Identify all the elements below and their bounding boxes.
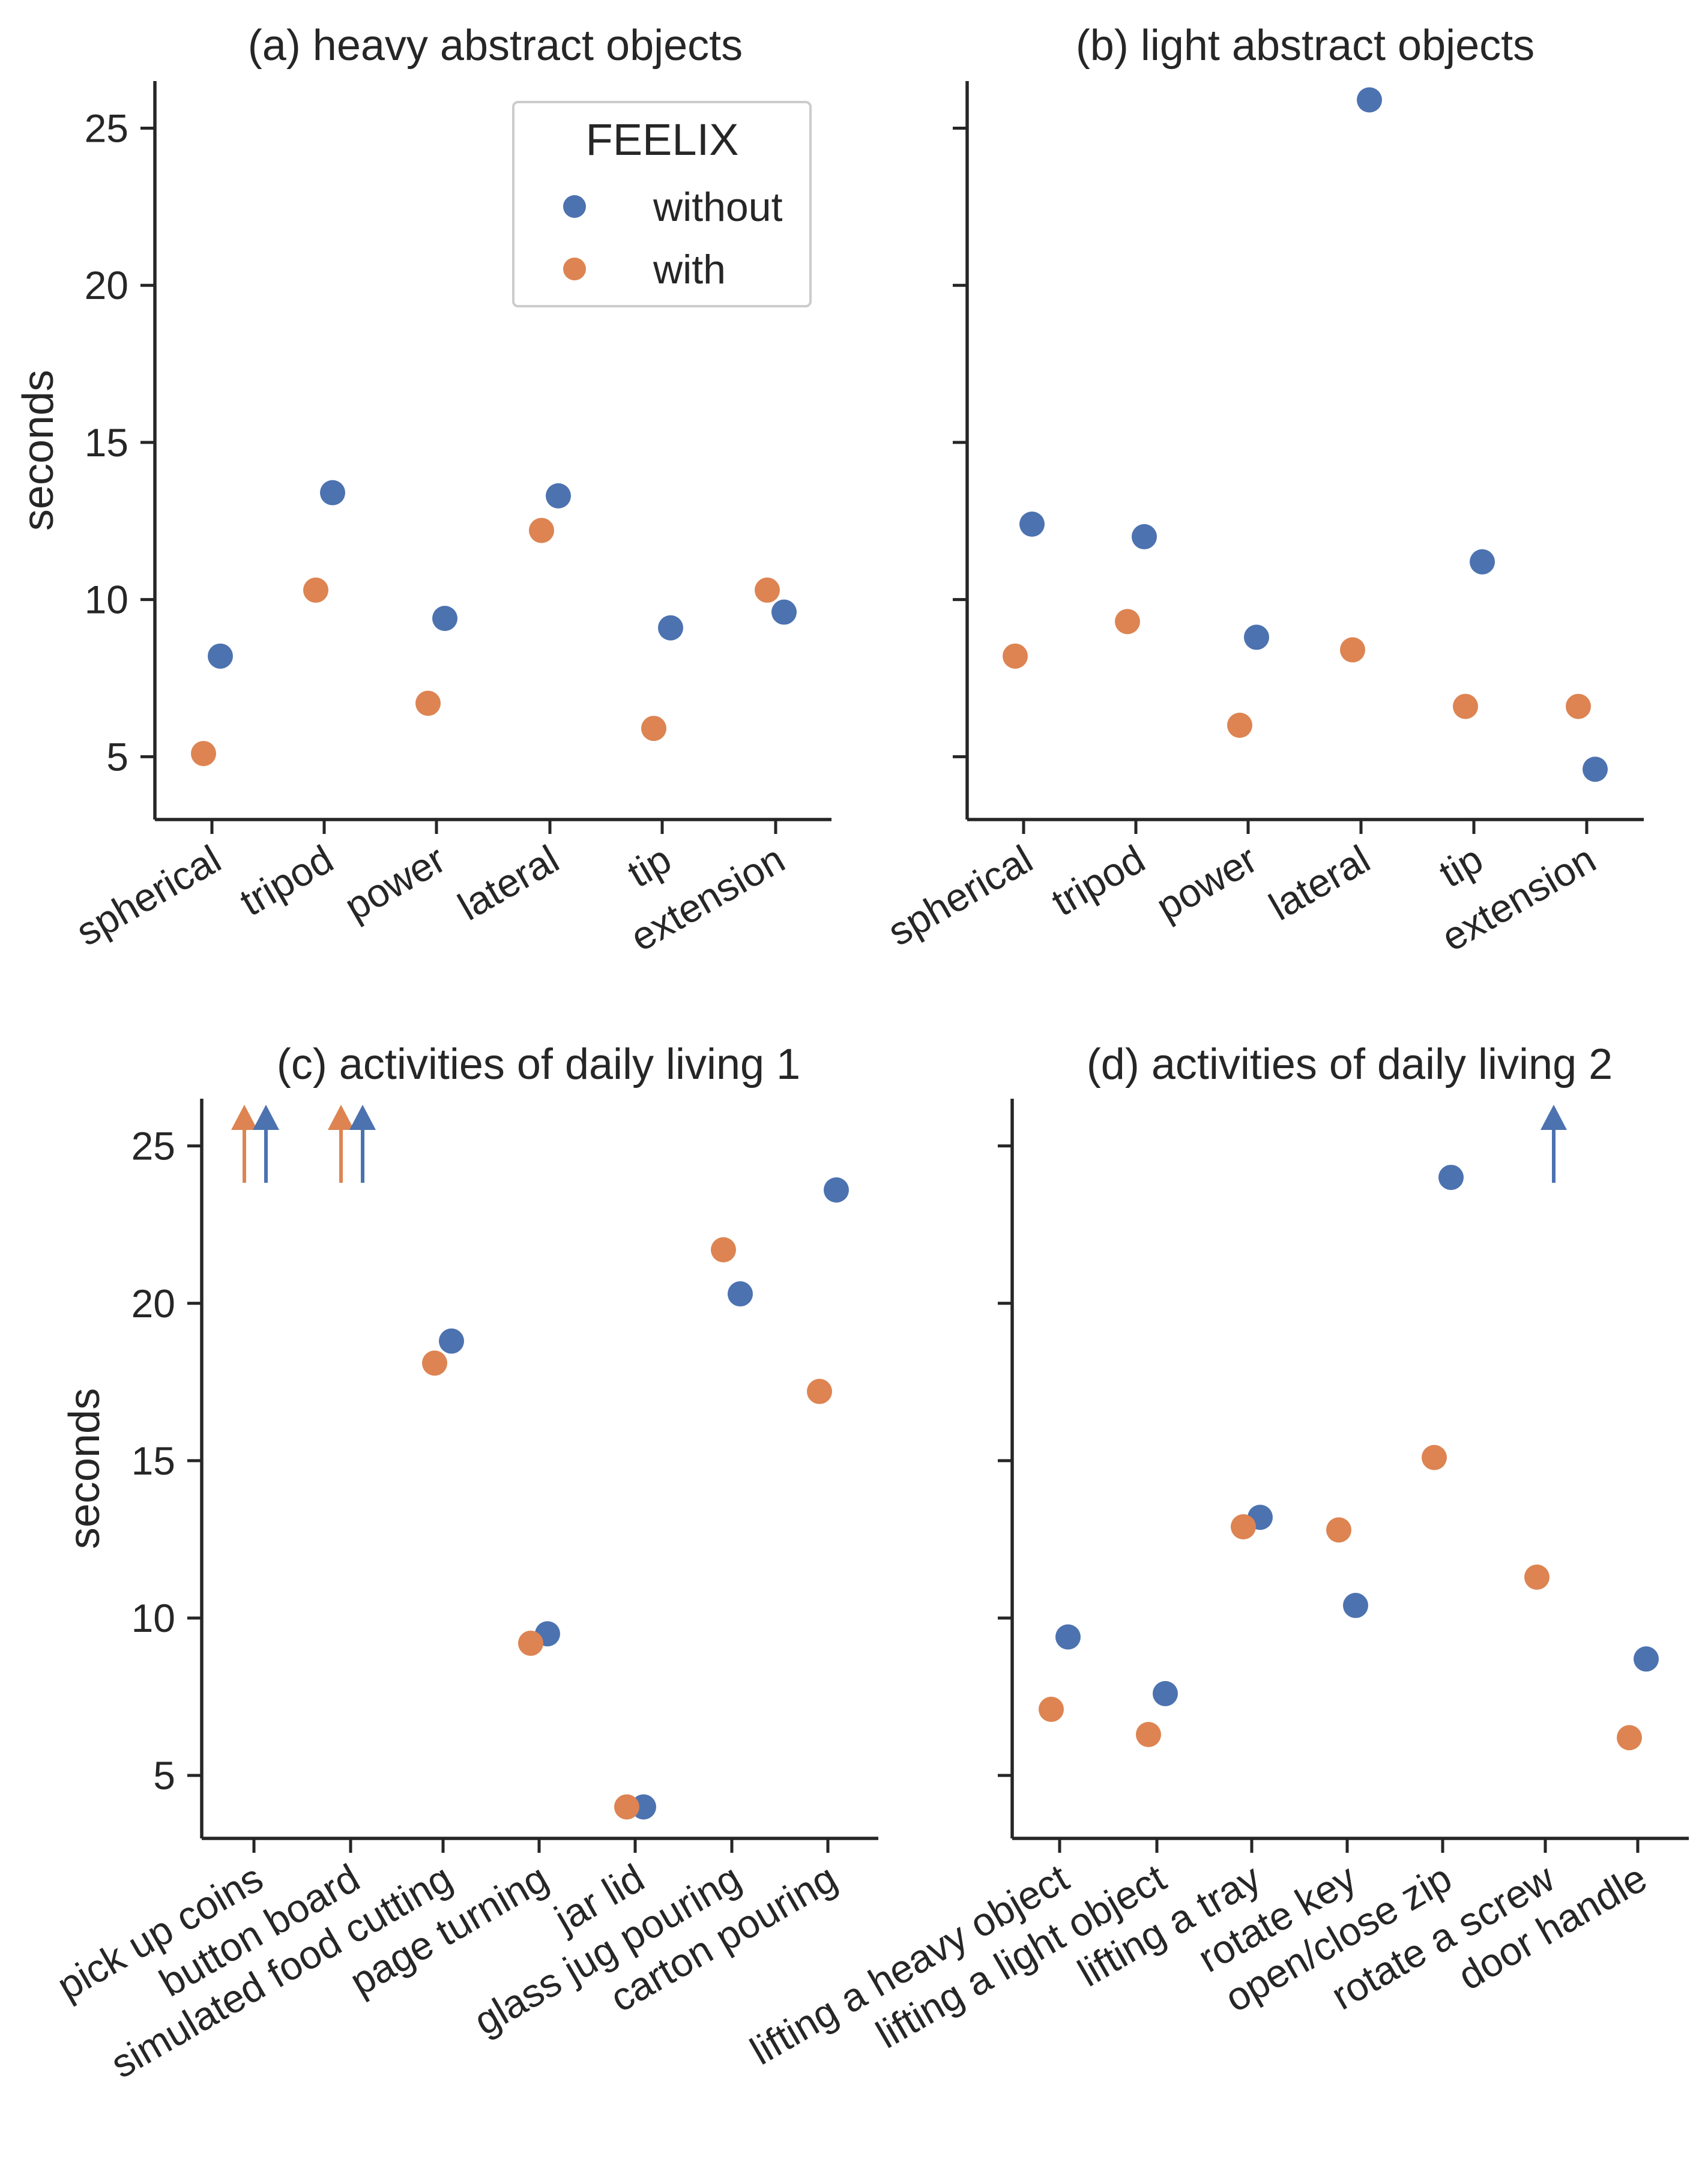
legend-box	[512, 101, 812, 307]
x-tick-label-power: power	[1148, 836, 1264, 929]
point-with-power	[415, 690, 441, 716]
point-without-tripod	[320, 480, 345, 506]
legend-marker-without	[563, 195, 586, 218]
point-with-lifting-a-heavy-object	[1039, 1697, 1064, 1723]
legend-title: FEELIX	[586, 115, 739, 165]
y-tick-label: 5	[106, 734, 128, 779]
point-without-carton-pouring	[824, 1177, 849, 1203]
point-with-simulated-food-cutting	[422, 1350, 447, 1376]
point-with-tip	[641, 716, 666, 741]
point-with-tip	[1453, 693, 1478, 719]
point-with-lifting-a-tray	[1231, 1514, 1256, 1539]
x-tick-label-tip: tip	[620, 836, 678, 896]
panel-title: (b) light abstract objects	[1076, 22, 1534, 70]
x-tick-label-lateral: lateral	[1261, 836, 1377, 929]
panel-title: (a) heavy abstract objects	[248, 22, 743, 70]
point-with-spherical	[1003, 643, 1028, 669]
x-tick-label-spherical: spherical	[880, 836, 1040, 954]
arrow-head	[253, 1105, 279, 1130]
off-scale-arrow-with-pick-up-coins	[231, 1105, 258, 1183]
point-with-extension	[1566, 693, 1591, 719]
point-without-extension	[771, 599, 797, 625]
x-tick-label-lateral: lateral	[450, 836, 566, 929]
panel-title: (d) activities of daily living 2	[1087, 1040, 1613, 1089]
legend: FEELIX without with	[512, 101, 812, 307]
point-with-jar-lid	[614, 1794, 639, 1820]
point-with-lateral	[529, 518, 554, 543]
y-tick-label: 25	[131, 1124, 175, 1168]
y-tick-label: 5	[153, 1753, 175, 1798]
point-with-rotate-a-screw	[1524, 1564, 1550, 1590]
y-tick-label: 15	[131, 1439, 175, 1483]
y-tick-label: 25	[85, 106, 128, 151]
point-with-lifting-a-light-object	[1136, 1721, 1161, 1747]
point-without-power	[432, 606, 457, 632]
point-without-tripod	[1132, 524, 1157, 549]
x-tick-label-spherical: spherical	[68, 836, 228, 954]
off-scale-arrow-without-button-board	[349, 1105, 376, 1183]
point-with-spherical	[191, 741, 216, 767]
x-tick-label-tripod: tripod	[1044, 836, 1152, 925]
x-tick-label-tripod: tripod	[232, 836, 340, 925]
arrow-head	[231, 1105, 258, 1130]
point-with-tripod	[1115, 609, 1140, 635]
y-tick-label: 10	[85, 578, 128, 622]
point-without-lifting-a-light-object	[1153, 1680, 1178, 1706]
off-scale-arrow-without-rotate-a-screw	[1541, 1105, 1567, 1183]
point-with-page-turning	[518, 1630, 543, 1656]
point-with-lateral	[1340, 637, 1365, 663]
legend-label-with: with	[653, 247, 726, 292]
point-with-power	[1227, 712, 1252, 738]
point-without-door-handle	[1634, 1646, 1659, 1672]
point-without-extension	[1583, 756, 1608, 782]
off-scale-arrow-with-button-board	[328, 1105, 354, 1183]
off-scale-arrow-without-pick-up-coins	[253, 1105, 279, 1183]
point-with-carton-pouring	[807, 1378, 832, 1404]
point-without-rotate-key	[1343, 1593, 1368, 1619]
point-without-open-close-zip	[1438, 1165, 1464, 1191]
panel-title: (c) activities of daily living 1	[277, 1040, 800, 1089]
x-tick-label-tip: tip	[1432, 836, 1490, 896]
point-without-simulated-food-cutting	[439, 1328, 464, 1354]
legend-marker-with	[563, 258, 586, 280]
legend-label-without: without	[653, 184, 783, 230]
y-axis-label: seconds	[61, 1388, 109, 1549]
point-without-spherical	[1019, 512, 1045, 537]
y-tick-label: 10	[131, 1596, 175, 1640]
arrow-head	[349, 1105, 376, 1130]
point-without-lifting-a-heavy-object	[1055, 1624, 1081, 1650]
point-with-extension	[755, 577, 780, 603]
point-with-open-close-zip	[1422, 1445, 1447, 1470]
point-without-glass-jug-pouring	[728, 1281, 753, 1307]
y-tick-label: 15	[85, 420, 128, 465]
point-with-glass-jug-pouring	[711, 1237, 736, 1263]
x-tick-label-power: power	[337, 836, 453, 929]
point-without-lateral	[1357, 87, 1382, 113]
point-without-tip	[658, 615, 683, 641]
point-with-tripod	[303, 577, 328, 603]
point-without-spherical	[208, 643, 233, 669]
point-with-door-handle	[1617, 1725, 1642, 1751]
y-tick-label: 20	[85, 263, 128, 307]
point-without-power	[1244, 624, 1269, 650]
point-without-tip	[1470, 549, 1495, 575]
arrow-head	[328, 1105, 354, 1130]
point-with-rotate-key	[1326, 1517, 1351, 1543]
point-without-lateral	[546, 483, 571, 509]
arrow-head	[1541, 1105, 1567, 1130]
y-axis-label: seconds	[14, 370, 62, 531]
y-tick-label: 20	[131, 1281, 175, 1326]
